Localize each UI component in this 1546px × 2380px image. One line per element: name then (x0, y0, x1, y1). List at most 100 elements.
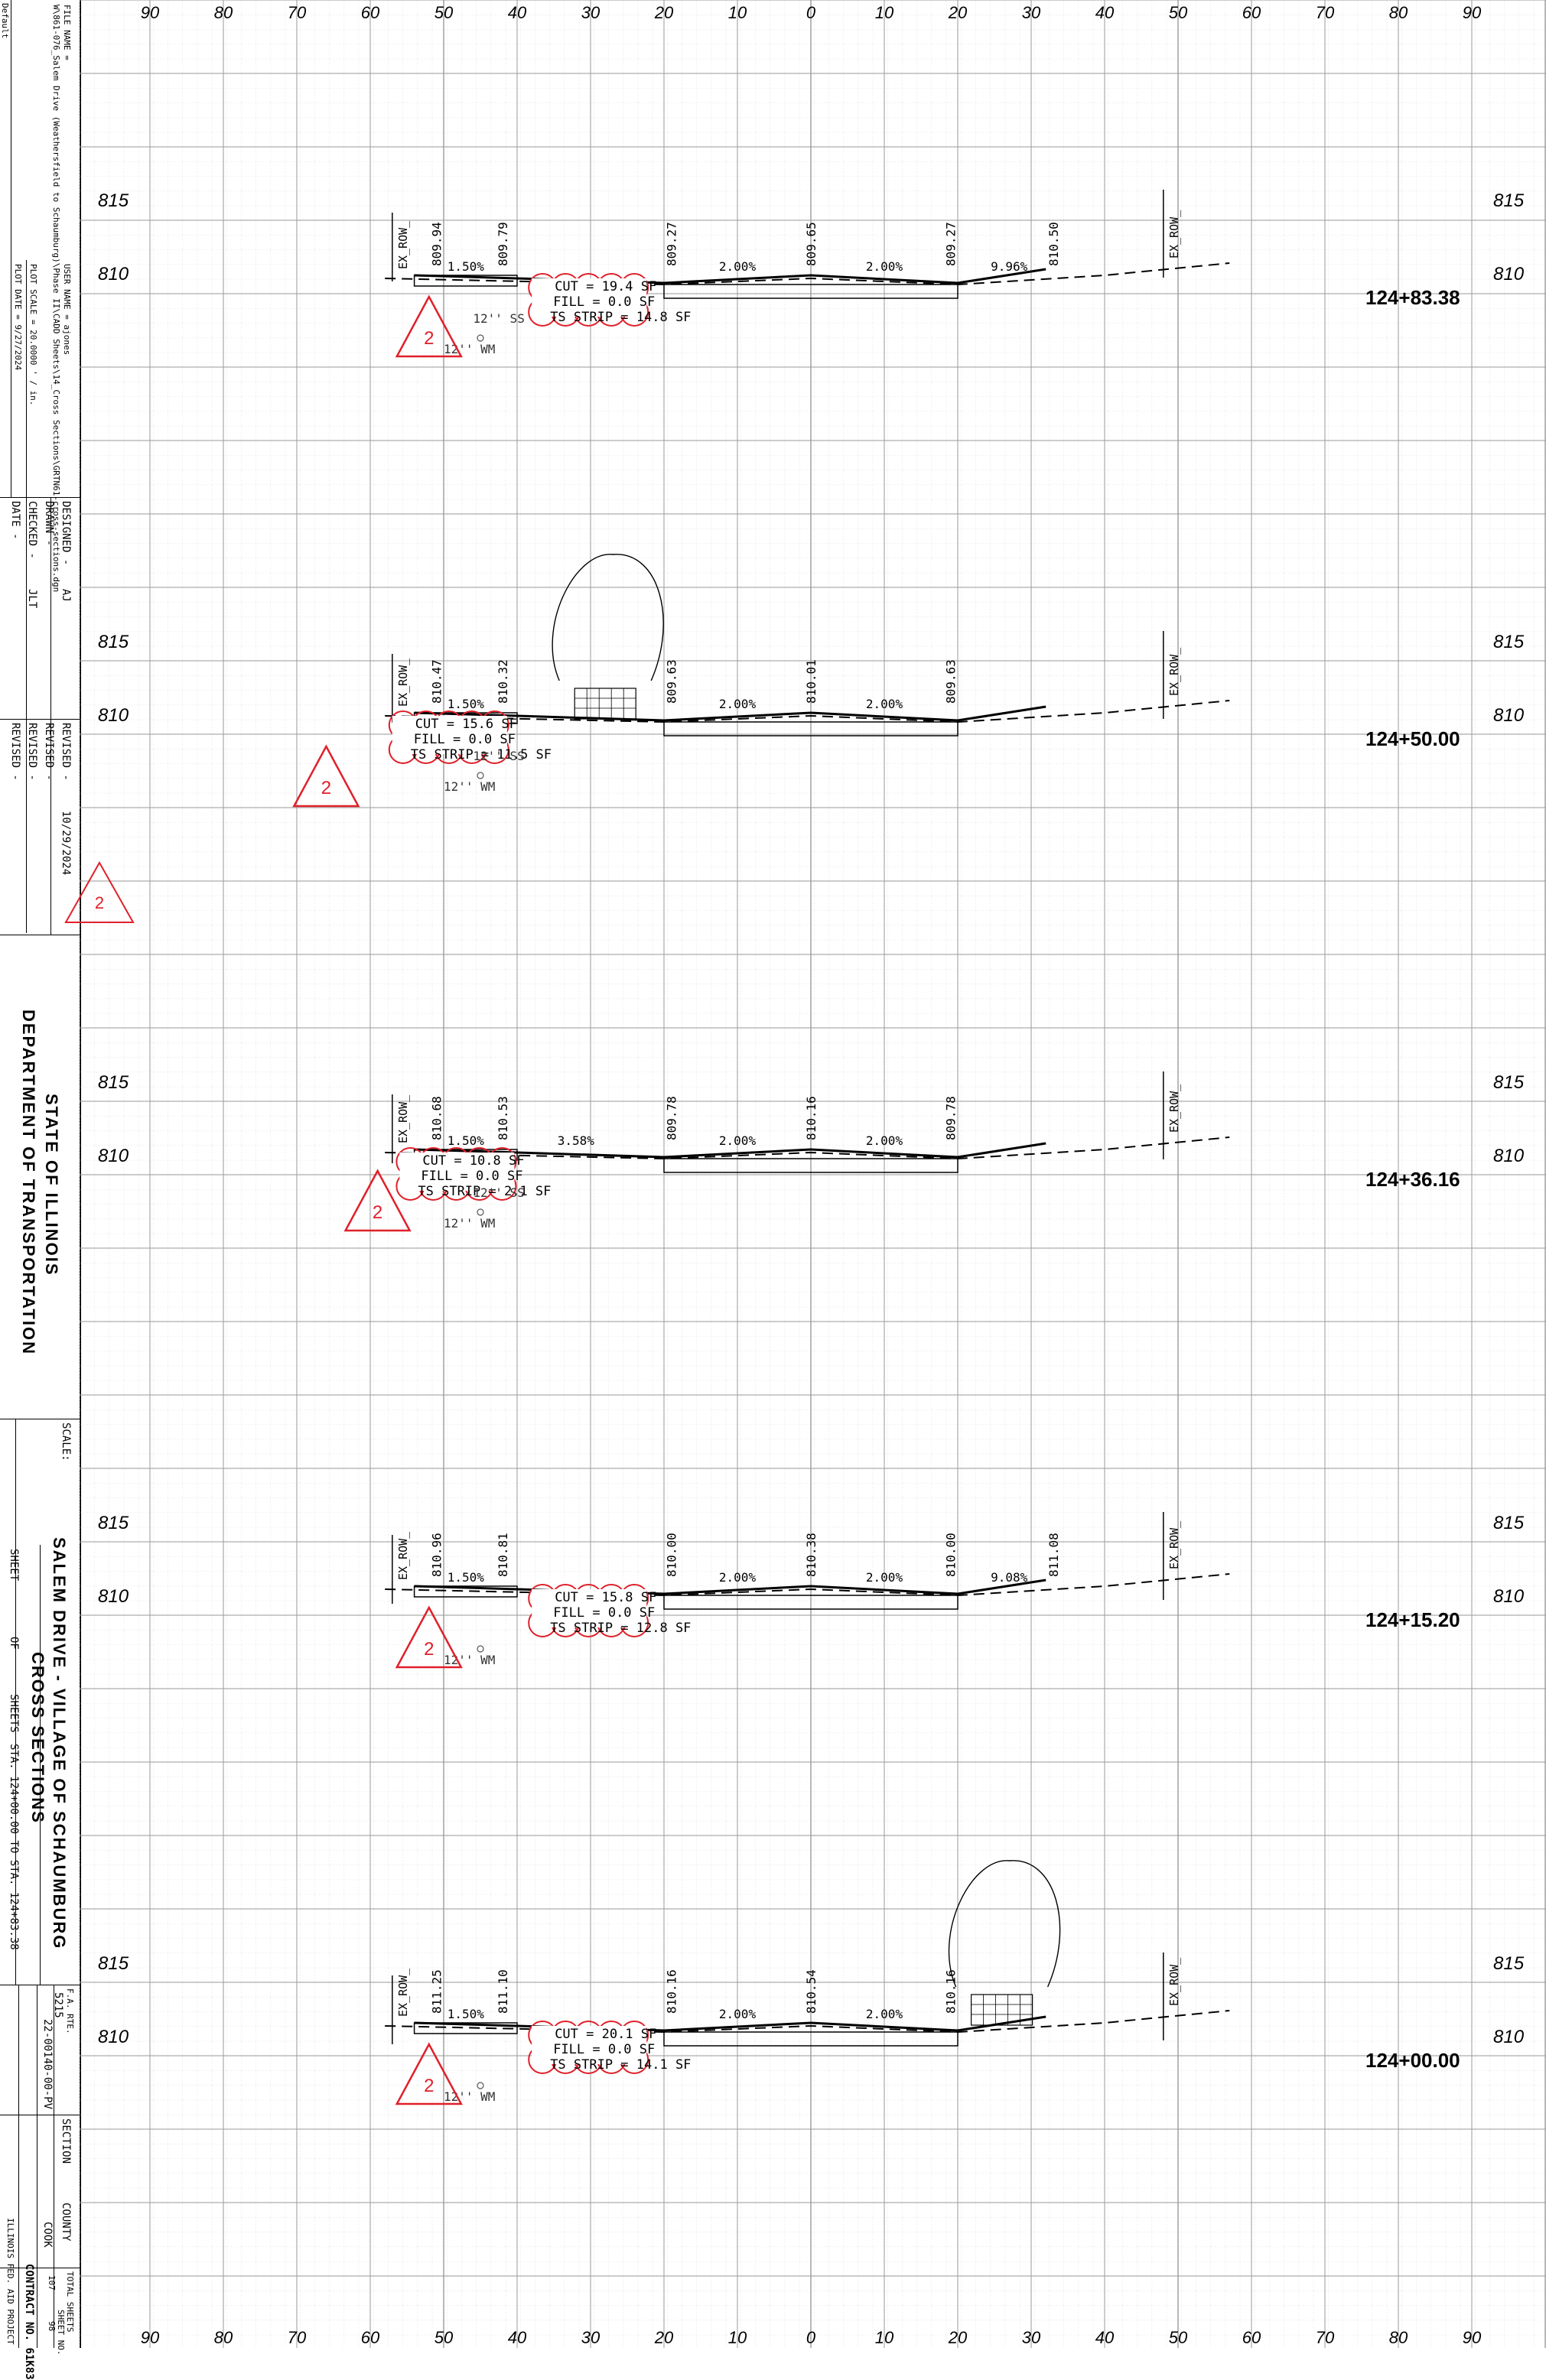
slope-label: 9.08% (991, 1570, 1028, 1585)
axis-tick-bottom: 80 (1389, 2328, 1408, 2347)
existing-ground (385, 2010, 1230, 2034)
elevation-callout: 809.78 (943, 1096, 958, 1140)
elevation-callout: 809.63 (943, 659, 958, 704)
revision-cloud (528, 2021, 649, 2074)
ts-strip-quantity: TS STRIP = 14.8 SF (550, 310, 691, 325)
slope-label: 2.00% (866, 1570, 903, 1585)
axis-tick-top: 30 (1022, 3, 1041, 22)
proposed-profile (414, 1142, 1046, 1159)
axis-tick-bottom: 60 (361, 2328, 380, 2347)
cut-quantity: CUT = 10.8 SF (422, 1153, 524, 1169)
axis-tick-top: 80 (214, 3, 233, 22)
offset-axis: 90 90 80 80 70 70 60 60 50 50 40 40 30 30 20 20 10 10 0 0 10… (141, 3, 1482, 2347)
proposed-profile (414, 2015, 1046, 2032)
water-main-symbol (477, 2082, 484, 2089)
pavement-base (663, 2031, 959, 2047)
pavement-base (663, 284, 959, 299)
elevation-callout: 810.50 (1046, 222, 1061, 266)
revision-cloud (395, 1147, 517, 1201)
slope-label: 3.58% (558, 1133, 595, 1148)
elev-label-810-right: 810 (1493, 1146, 1525, 1166)
elevation-callout: 809.27 (943, 222, 958, 266)
elev-label-815: 815 (98, 632, 129, 652)
revision-mark: 2 (424, 2076, 434, 2096)
axis-tick-top: 50 (435, 3, 454, 22)
ts-strip-quantity: TS STRIP = 11.5 SF (411, 747, 552, 762)
station-label: 124+83.38 (1365, 286, 1460, 309)
row-left-label: EX_ROW_ (396, 220, 410, 269)
axis-tick-bottom: 0 (806, 2328, 816, 2347)
elevation-callout: 811.08 (1046, 1533, 1061, 1577)
proposed-profile (414, 1579, 1046, 1595)
elev-label-810-right: 810 (1493, 2027, 1525, 2047)
elev-label-810-right: 810 (1493, 264, 1525, 284)
axis-tick-top: 20 (654, 3, 674, 22)
slope-label: 2.00% (866, 697, 903, 711)
axis-tick-top: 70 (288, 3, 307, 22)
axis-tick-bottom: 60 (1242, 2328, 1261, 2347)
revision-triangle (292, 744, 360, 808)
row-left-label: EX_ROW_ (396, 1531, 410, 1580)
revision-cloud (528, 273, 649, 327)
revision-triangle (395, 294, 463, 358)
cut-quantity: CUT = 20.1 SF (555, 2027, 656, 2042)
ts-strip-quantity: TS STRIP = 2.1 SF (418, 1184, 551, 1199)
axis-tick-bottom: 10 (875, 2328, 894, 2347)
title-block-revision-mark: 2 (95, 893, 104, 912)
axis-tick-top: 80 (1389, 3, 1408, 22)
revision-triangle (395, 2042, 463, 2105)
revision-mark: 2 (424, 328, 434, 349)
elevation-callout: 810.81 (496, 1533, 510, 1577)
cut-quantity: CUT = 15.6 SF (415, 717, 517, 732)
elevation-callout: 810.16 (804, 1096, 819, 1140)
cross-section: 815 810 815 810 124+50.00 EX_ROW_ EX_ROW_ 810.4… (98, 554, 1525, 808)
axis-tick-bottom: 90 (141, 2328, 160, 2347)
station-label: 124+36.16 (1365, 1168, 1460, 1191)
station-label: 124+00.00 (1365, 2049, 1460, 2072)
row-right-label: EX_ROW_ (1167, 1084, 1181, 1133)
pavement-base (663, 1158, 959, 1173)
axis-tick-bottom: 70 (1316, 2328, 1335, 2347)
revision-mark: 2 (373, 1202, 382, 1223)
elevation-callout: 810.00 (943, 1533, 958, 1577)
pavement-base (663, 721, 959, 736)
elev-label-815: 815 (98, 1513, 129, 1533)
fill-quantity: FILL = 0.0 SF (553, 1605, 655, 1621)
elev-label-815-right: 815 (1493, 1072, 1525, 1093)
slope-label: 2.00% (866, 1133, 903, 1148)
slope-label: 1.50% (448, 1570, 485, 1585)
cloud-fill (392, 716, 507, 754)
existing-ground (385, 1136, 1230, 1160)
cut-quantity: CUT = 15.8 SF (555, 1590, 656, 1605)
water-main-symbol (477, 772, 484, 779)
slope-label: 2.00% (719, 1133, 757, 1148)
elev-label-810-right: 810 (1493, 1586, 1525, 1607)
cloud-fill (532, 1589, 647, 1627)
elev-label-815: 815 (98, 1072, 129, 1093)
proposed-profile (414, 705, 1046, 722)
slope-label: 2.00% (866, 2007, 903, 2021)
tree-left (552, 554, 664, 720)
axis-tick-top: 60 (361, 3, 380, 22)
elevation-callout: 810.16 (665, 1969, 679, 2014)
elev-label-815: 815 (98, 1953, 129, 1974)
slope-label: 1.50% (448, 2007, 485, 2021)
revision-mark: 2 (424, 1639, 434, 1660)
sanitary-sewer-label: 12'' SS (473, 1185, 524, 1200)
elev-label-815-right: 815 (1493, 632, 1525, 652)
axis-tick-top: 60 (1242, 3, 1261, 22)
water-main-label: 12'' WM (444, 1216, 495, 1231)
cross-section: 815 810 815 810 124+15.20 EX_ROW_ EX_ROW_ 810.9… (98, 1512, 1525, 1669)
axis-tick-bottom: 70 (288, 2328, 307, 2347)
axis-tick-bottom: 40 (1095, 2328, 1115, 2347)
axis-tick-top: 10 (875, 3, 894, 22)
elevation-callout: 810.47 (429, 659, 444, 704)
axis-tick-bottom: 10 (728, 2328, 747, 2347)
existing-ground (385, 262, 1230, 286)
elevation-callout: 809.94 (429, 222, 444, 266)
elevation-callout: 809.79 (496, 222, 510, 266)
fill-quantity: FILL = 0.0 SF (553, 2042, 655, 2057)
axis-tick-top: 0 (806, 3, 816, 22)
elev-label-815-right: 815 (1493, 1513, 1525, 1533)
